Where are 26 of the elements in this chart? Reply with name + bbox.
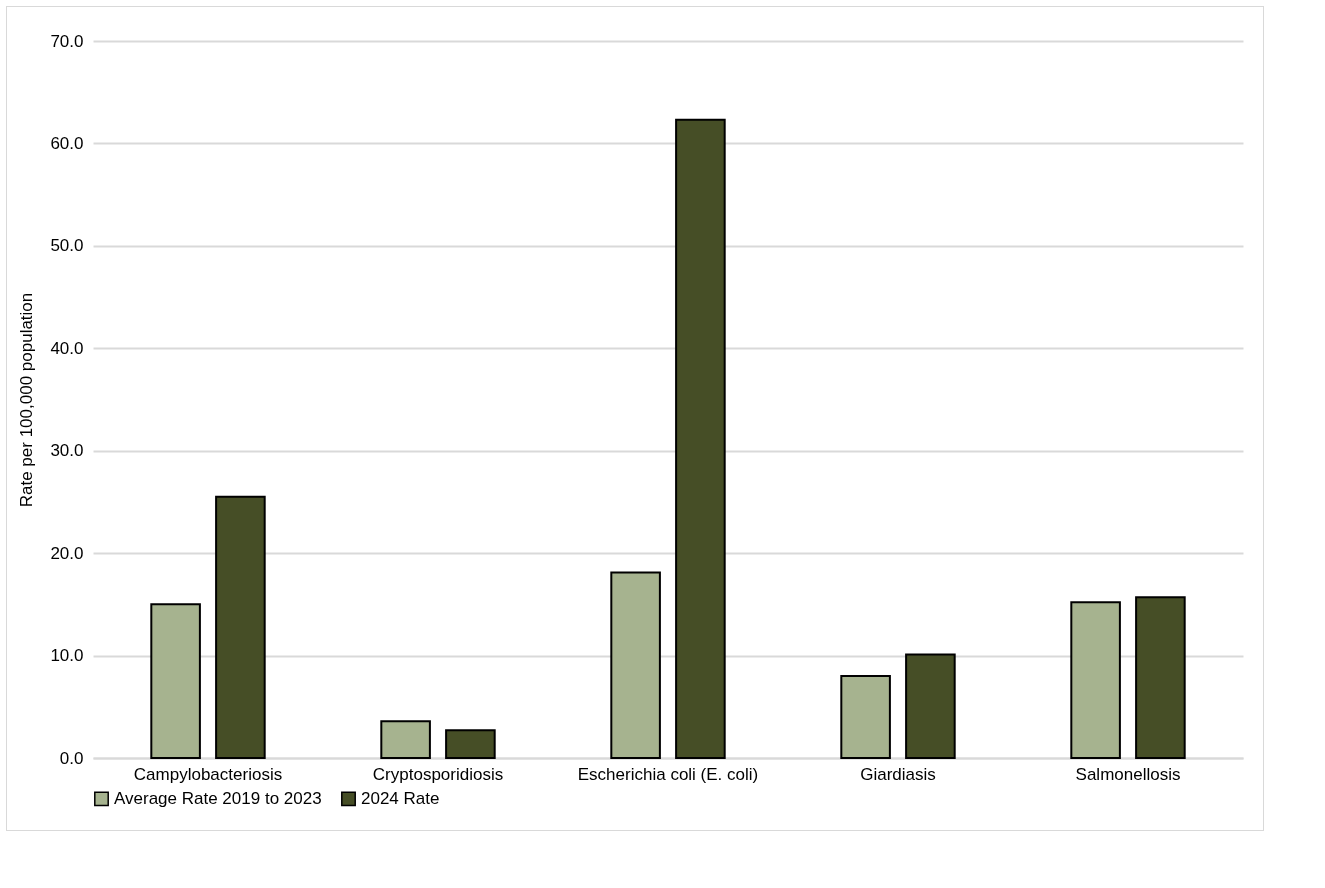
bar [610, 571, 661, 759]
bar [445, 729, 496, 759]
x-tick-label: Campylobacteriosis [133, 764, 283, 784]
x-tick-label: Giardiasis [860, 764, 936, 784]
y-tick-label: 70.0 [50, 31, 84, 51]
y-tick-label: 60.0 [50, 133, 84, 153]
bar [380, 720, 431, 759]
bar [150, 603, 201, 759]
y-tick-label: 10.0 [50, 646, 84, 666]
legend-label: Average Rate 2019 to 2023 [114, 788, 322, 808]
x-tick-label: Cryptosporidiosis [372, 764, 504, 784]
bar [905, 653, 956, 759]
y-tick-label: 40.0 [50, 338, 84, 358]
y-axis-title: Rate per 100,000 population [17, 292, 37, 508]
legend-label: 2024 Rate [361, 788, 440, 808]
bar [215, 495, 266, 759]
bar [1135, 596, 1186, 759]
bar [1070, 601, 1121, 759]
y-tick-label: 20.0 [50, 543, 84, 563]
y-tick-label: 50.0 [50, 236, 84, 256]
y-tick-label: 0.0 [59, 748, 84, 768]
y-tick-label: 30.0 [50, 441, 84, 461]
x-tick-label: Salmonellosis [1075, 764, 1181, 784]
bar [675, 118, 726, 759]
x-tick-label: Escherichia coli (E. coli) [577, 764, 759, 784]
bar [840, 675, 891, 759]
